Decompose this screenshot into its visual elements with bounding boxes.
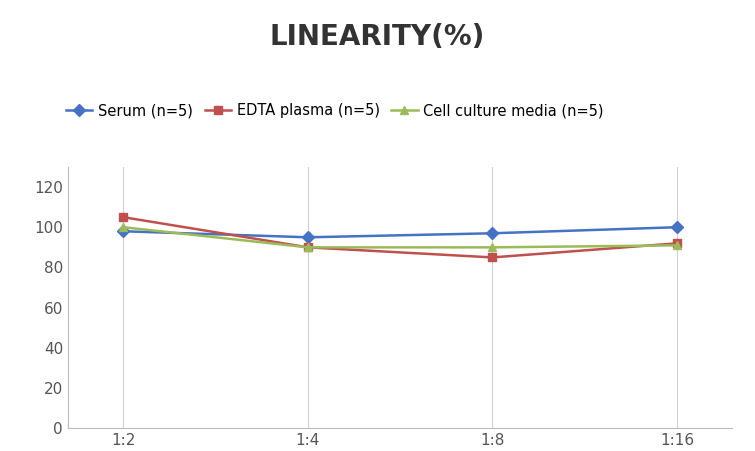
EDTA plasma (n=5) xyxy=(673,241,682,246)
Text: LINEARITY(%): LINEARITY(%) xyxy=(270,23,485,51)
EDTA plasma (n=5) xyxy=(304,244,313,250)
EDTA plasma (n=5) xyxy=(488,255,497,260)
Serum (n=5) xyxy=(673,225,682,230)
Line: EDTA plasma (n=5): EDTA plasma (n=5) xyxy=(119,213,681,262)
Cell culture media (n=5) xyxy=(488,244,497,250)
Serum (n=5) xyxy=(119,229,128,234)
Serum (n=5) xyxy=(488,230,497,236)
Legend: Serum (n=5), EDTA plasma (n=5), Cell culture media (n=5): Serum (n=5), EDTA plasma (n=5), Cell cul… xyxy=(60,97,610,124)
Line: Serum (n=5): Serum (n=5) xyxy=(119,223,681,241)
Line: Cell culture media (n=5): Cell culture media (n=5) xyxy=(119,223,681,252)
Serum (n=5) xyxy=(304,235,313,240)
Cell culture media (n=5) xyxy=(304,244,313,250)
Cell culture media (n=5) xyxy=(673,243,682,248)
EDTA plasma (n=5) xyxy=(119,215,128,220)
Cell culture media (n=5) xyxy=(119,225,128,230)
